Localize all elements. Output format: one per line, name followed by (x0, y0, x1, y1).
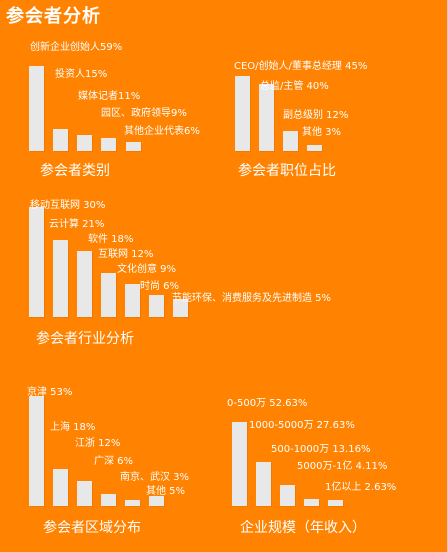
bar-label: 创新企业创始人59% (30, 42, 123, 53)
bar (77, 481, 92, 506)
bar-label: 其他企业代表6% (124, 126, 200, 137)
bar (328, 500, 343, 506)
bar (235, 76, 250, 151)
chart-title: 企业规模（年收入） (240, 520, 366, 536)
bar-label: 南京、武汉 3% (120, 472, 190, 483)
bar-label: 软件 18% (88, 234, 134, 245)
bar (125, 284, 140, 317)
bar-label: 江浙 12% (75, 438, 121, 449)
bar-label: 总监/主管 40% (260, 81, 329, 92)
bar (149, 295, 164, 317)
bar-label: CEO/创始人/董事总经理 45% (234, 61, 368, 72)
bar (29, 207, 44, 317)
bar (77, 251, 92, 317)
bar (280, 484, 295, 506)
bar-label: 云计算 21% (49, 219, 105, 230)
bar-label: 园区、政府领导9% (101, 108, 187, 119)
bar-label: 上海 18% (50, 422, 96, 433)
bar-label: 媒体记者11% (78, 91, 141, 102)
bar (101, 138, 116, 151)
bar (149, 495, 164, 506)
chart-title: 参会者职位占比 (238, 163, 336, 179)
bar (232, 422, 247, 506)
bar-label: 副总级别 12% (283, 110, 349, 121)
bar-label: 其他 3% (302, 127, 342, 138)
chart-title: 参会者区域分布 (43, 520, 141, 536)
bar (126, 142, 141, 151)
bar-label: 时尚 6% (140, 281, 180, 292)
bar-label: 文化创意 9% (117, 264, 177, 275)
bar (259, 84, 274, 151)
bar-label: 1亿以上 2.63% (325, 482, 397, 493)
bar (29, 396, 44, 506)
bar (53, 468, 68, 506)
bar (101, 273, 116, 317)
bar-label: 500-1000万 13.16% (271, 444, 371, 455)
chart-title: 参会者行业分析 (36, 331, 134, 347)
bar (53, 240, 68, 317)
bar (283, 131, 298, 151)
bar (125, 499, 140, 506)
bar-label: 移动互联网 30% (30, 200, 106, 211)
bar-label: 5000万-1亿 4.11% (297, 461, 388, 472)
bar (53, 129, 68, 151)
bar-label: 投资人15% (55, 69, 108, 80)
bar (304, 499, 319, 506)
bar-label: 其他 5% (146, 486, 186, 497)
bar (77, 135, 92, 151)
bar-label: 京津 53% (27, 387, 73, 398)
bar (256, 461, 271, 506)
bar (307, 145, 322, 151)
bar (29, 66, 44, 151)
bar-label: 广深 6% (94, 456, 134, 467)
chart-title: 参会者类别 (40, 163, 110, 179)
page-title: 参会者分析 (6, 6, 101, 27)
bar-label: 0-500万 52.63% (227, 398, 308, 409)
bar-label: 互联网 12% (98, 249, 154, 260)
bar-label: 1000-5000万 27.63% (249, 420, 355, 431)
bar (101, 493, 116, 506)
bar (173, 298, 188, 317)
bar-label: 节能环保、消费服务及先进制造 5% (172, 293, 332, 304)
